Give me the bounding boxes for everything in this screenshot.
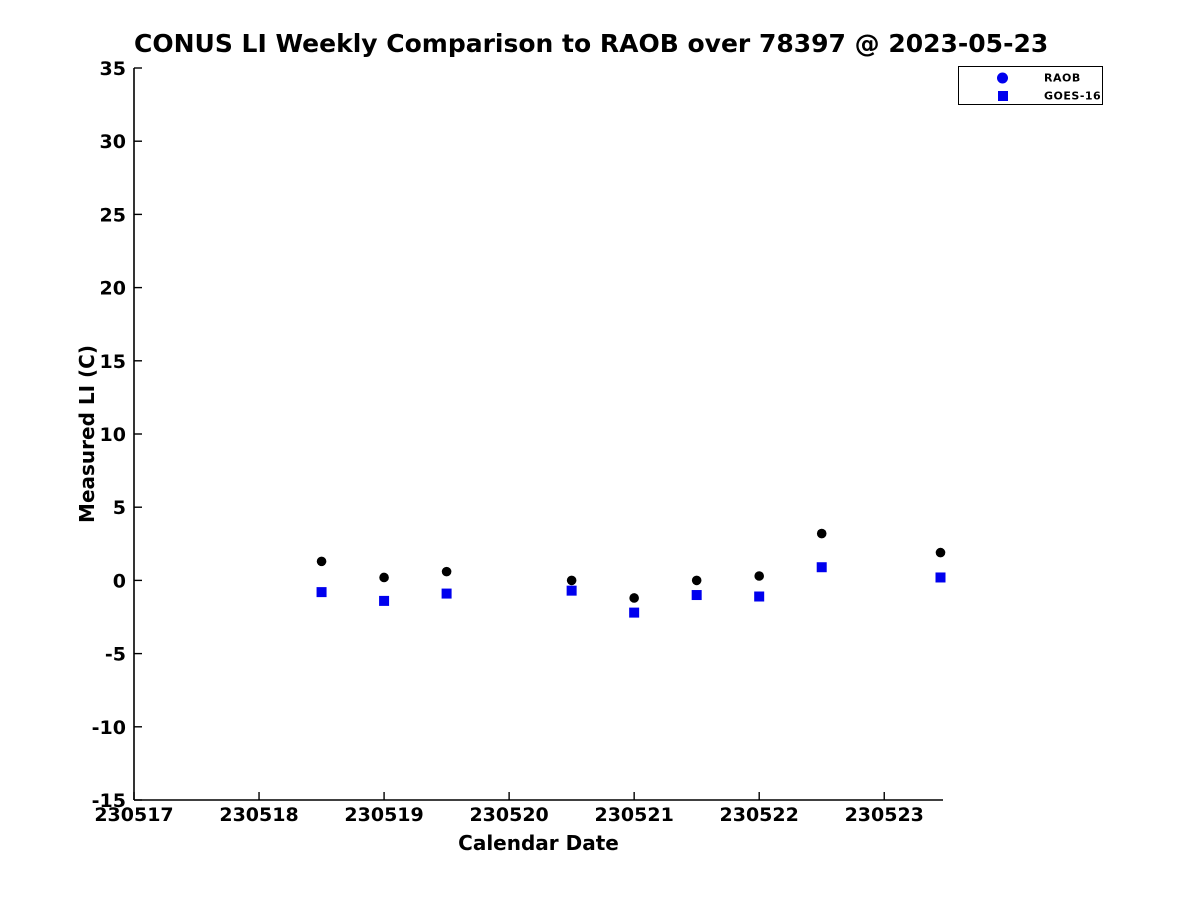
x-tick-label: 230518 [219, 804, 298, 826]
raob-point [754, 571, 764, 581]
raob-point [441, 566, 452, 577]
raob-legend-circle-icon [997, 72, 1008, 83]
y-tick-label: 5 [113, 497, 126, 519]
y-tick-label: 20 [100, 278, 126, 300]
y-tick-label: -10 [92, 717, 126, 739]
goes16-legend-square-icon [997, 90, 1008, 101]
y-tick-label: -15 [92, 790, 126, 812]
goes16-point [379, 595, 390, 606]
x-tick-label: 230521 [594, 804, 673, 826]
y-tick-label: 15 [100, 351, 126, 373]
x-axis-label: Calendar Date [458, 831, 619, 855]
x-tick-label: 230522 [720, 804, 799, 826]
y-tick-label: -5 [105, 644, 126, 666]
y-tick-label: 35 [100, 58, 126, 80]
goes16-point [816, 562, 827, 573]
y-tick-label: 25 [100, 204, 126, 226]
legend-row-goes16: GOES-16 [959, 88, 1102, 103]
goes16-point [935, 572, 946, 583]
y-tick-label: 0 [113, 570, 126, 592]
goes16-point [566, 585, 577, 596]
raob-point [629, 593, 639, 603]
legend-label-raob: RAOB [1044, 71, 1081, 84]
raob-point [316, 556, 327, 567]
goes16-point [629, 607, 640, 618]
goes16-point [691, 590, 702, 601]
goes16-point [754, 591, 765, 602]
goes16-point [441, 588, 452, 599]
raob-point [935, 547, 946, 558]
goes16-point [316, 587, 327, 598]
x-tick-label: 230520 [469, 804, 548, 826]
raob-point [691, 575, 702, 586]
legend-label-goes16: GOES-16 [1044, 89, 1102, 102]
y-axis-label: Measured LI (C) [75, 345, 99, 523]
raob-point [379, 572, 389, 583]
x-tick-label: 230523 [845, 804, 924, 826]
x-tick-label: 230517 [94, 804, 173, 826]
x-tick-label: 230519 [344, 804, 423, 826]
chart-title: CONUS LI Weekly Comparison to RAOB over … [134, 29, 1049, 58]
legend-row-raob: RAOB [959, 70, 1102, 85]
legend: RAOB GOES-16 [958, 66, 1103, 105]
raob-point [566, 575, 577, 586]
y-tick-label: 30 [100, 131, 126, 153]
y-tick-label: 10 [100, 424, 126, 446]
raob-point [816, 528, 827, 539]
